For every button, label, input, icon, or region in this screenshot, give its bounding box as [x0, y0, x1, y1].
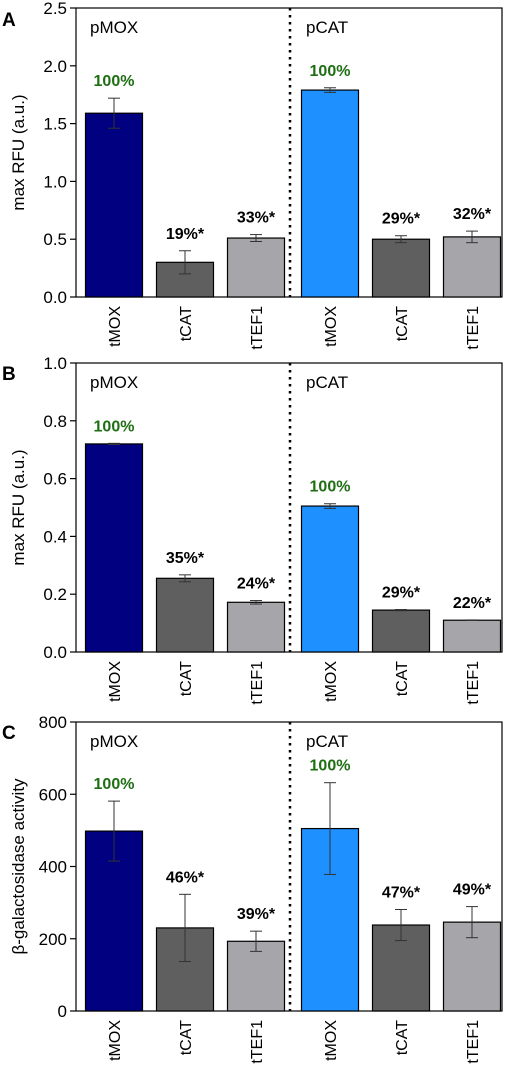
panel-c-data-label-3: 39%* [237, 906, 276, 923]
panel-a-y-tick-label: 1.0 [43, 172, 67, 191]
panel-b-bar-1 [84, 443, 144, 653]
panel-b-data-label-6: 22%* [453, 595, 492, 612]
panel-a-data-label-5: 29%* [382, 211, 421, 228]
panel-b-data-label-3: 24%* [237, 576, 276, 593]
panel-a-y-tick-label: 0.5 [43, 230, 67, 249]
panel-b-data-label-4: 100% [310, 479, 351, 496]
panel-a-data-label-4: 100% [310, 63, 351, 80]
panel-a-y-tick-label: 0.0 [43, 288, 67, 307]
panel-a-bar-4 [300, 89, 360, 298]
panel-b-bar-6 [442, 619, 502, 653]
panel-b-y-axis-title: max RFU (a.u.) [9, 449, 28, 565]
panel-b-data-label-1: 100% [94, 418, 135, 435]
panel-b-letter: B [2, 364, 16, 385]
panel-c-x-tick-label-6: tTEF1 [465, 1020, 482, 1064]
panel-b-bar-3 [226, 601, 286, 653]
panel-a-data-label-1: 100% [94, 73, 135, 90]
panel-a-y-tick-label: 2.5 [43, 0, 67, 18]
panel-c-y-tick-label: 200 [39, 930, 67, 949]
panel-a-x-tick-label-1: tMOX [107, 306, 124, 347]
panel-c-data-label-1: 100% [94, 776, 135, 793]
panel-a-group-label-pcat: pCAT [306, 18, 348, 37]
panel-a-x-tick-label-4: tMOX [323, 306, 340, 347]
panel-c-data-label-6: 49%* [453, 882, 492, 899]
panel-a-bar-1 [84, 112, 144, 298]
panel-a-x-tick-label-6: tTEF1 [465, 306, 482, 350]
panel-b-x-tick-label-5: tCAT [394, 661, 411, 696]
panel-b-bar-5 [371, 609, 431, 653]
panel-a-data-label-6: 32%* [453, 206, 492, 223]
panel-c-x-tick-label-4: tMOX [323, 1020, 340, 1061]
panel-b-x-tick-label-3: tTEF1 [249, 661, 266, 705]
panel-a-letter: A [2, 10, 16, 31]
panel-a-x-tick-label-2: tCAT [178, 306, 195, 341]
panel-a-group-label-pmox: pMOX [90, 18, 138, 37]
panel-a-bar-6 [442, 236, 502, 298]
panel-c-data-label-4: 100% [310, 758, 351, 775]
panel-a-data-label-2: 19%* [166, 226, 205, 243]
panel-b-bar-2 [155, 577, 215, 653]
panel-c-bar-3 [226, 940, 286, 1012]
panel-c-x-tick-label-2: tCAT [178, 1020, 195, 1055]
panel-c-data-label-2: 46%* [166, 869, 205, 886]
panel-b-y-tick-label: 0.6 [43, 470, 67, 489]
panel-c-y-tick-label: 600 [39, 785, 67, 804]
panel-c-x-tick-label-1: tMOX [107, 1020, 124, 1061]
panel-a-y-tick-label: 1.5 [43, 115, 67, 134]
panel-b-x-tick-label-1: tMOX [107, 661, 124, 702]
panel-c-y-tick-label: 800 [39, 713, 67, 732]
panel-b-bar-4 [300, 505, 360, 653]
panel-c-group-label-pcat: pCAT [306, 732, 348, 751]
panel-c-letter: C [2, 723, 16, 744]
panel-c-data-label-5: 47%* [382, 884, 421, 901]
panel-c-y-tick-label: 0 [58, 1002, 67, 1021]
panel-a-bar-5 [371, 238, 431, 298]
panel-c-group-label-pmox: pMOX [90, 732, 138, 751]
panel-b-y-tick-label: 0.4 [43, 527, 67, 546]
panel-b-x-tick-label-4: tMOX [323, 661, 340, 702]
panel-a-data-label-3: 33%* [237, 210, 276, 227]
panel-b-y-tick-label: 1.0 [43, 354, 67, 373]
panel-a-y-tick-label: 2.0 [43, 57, 67, 76]
panel-a-bar-3 [226, 237, 286, 298]
panel-b-group-label-pmox: pMOX [90, 373, 138, 392]
panel-b-x-tick-label-6: tTEF1 [465, 661, 482, 705]
panel-b-data-label-2: 35%* [166, 550, 205, 567]
panel-c-y-tick-label: 400 [39, 858, 67, 877]
panel-b-group-label-pcat: pCAT [306, 373, 348, 392]
panel-b-x-tick-label-2: tCAT [178, 661, 195, 696]
panel-a-x-tick-label-5: tCAT [394, 306, 411, 341]
panel-b-y-tick-label: 0.0 [43, 643, 67, 662]
panel-a-x-tick-label-3: tTEF1 [249, 306, 266, 350]
panel-c-y-axis-title: β-galactosidase activity [9, 778, 28, 955]
panel-c-x-tick-label-5: tCAT [394, 1020, 411, 1055]
panel-c-x-tick-label-3: tTEF1 [249, 1020, 266, 1064]
panel-a-y-axis-title: max RFU (a.u.) [9, 94, 28, 210]
panel-b-y-tick-label: 0.8 [43, 412, 67, 431]
panel-b-y-tick-label: 0.2 [43, 585, 67, 604]
panel-b-data-label-5: 29%* [382, 585, 421, 602]
